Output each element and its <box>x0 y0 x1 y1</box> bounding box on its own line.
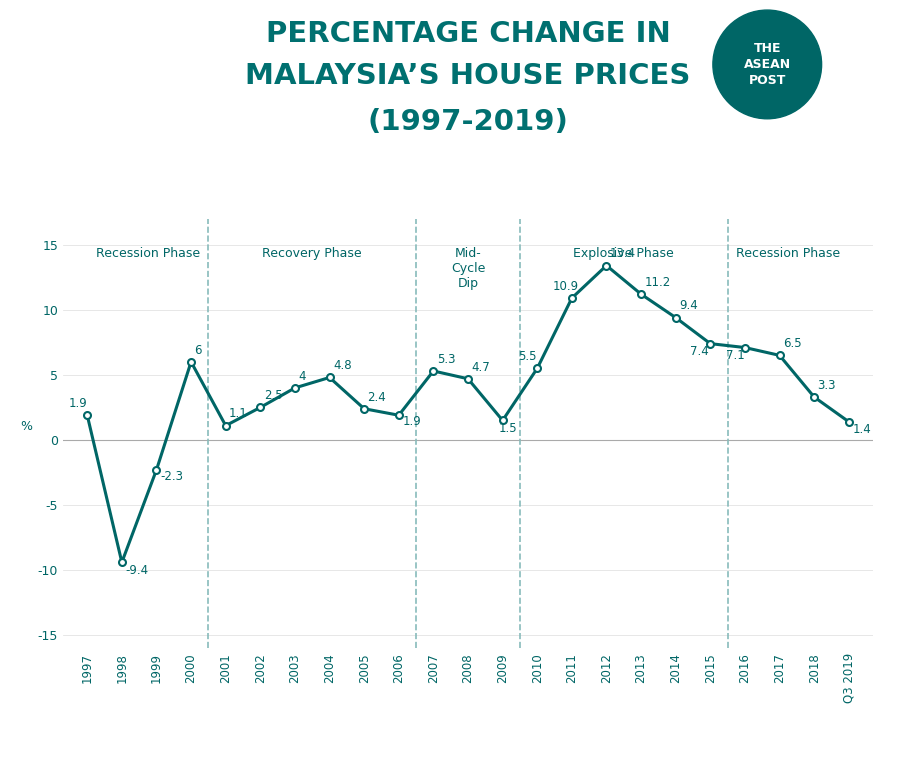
Text: 7.1: 7.1 <box>726 349 744 362</box>
Text: 6.5: 6.5 <box>783 337 802 350</box>
Text: -9.4: -9.4 <box>125 564 148 576</box>
Circle shape <box>713 10 822 119</box>
Text: 9.4: 9.4 <box>680 299 698 312</box>
Text: 2.4: 2.4 <box>367 390 386 404</box>
Text: PERCENTAGE CHANGE IN: PERCENTAGE CHANGE IN <box>266 20 670 48</box>
Text: Mid-
Cycle
Dip: Mid- Cycle Dip <box>451 248 485 291</box>
Text: 5.5: 5.5 <box>518 350 536 363</box>
Text: 7.4: 7.4 <box>689 345 708 358</box>
Text: 1.9: 1.9 <box>68 397 87 410</box>
Text: MALAYSIA’S HOUSE PRICES: MALAYSIA’S HOUSE PRICES <box>246 62 690 91</box>
Text: THE: THE <box>753 42 781 55</box>
Text: 4.8: 4.8 <box>334 359 352 373</box>
Text: 1.9: 1.9 <box>402 415 421 428</box>
Text: (1997-2019): (1997-2019) <box>367 108 569 136</box>
Text: 13.4: 13.4 <box>610 248 636 260</box>
Text: Recession Phase: Recession Phase <box>736 248 841 260</box>
Text: Explosive Phase: Explosive Phase <box>573 248 674 260</box>
Text: ASEAN: ASEAN <box>743 58 791 71</box>
Text: 3.3: 3.3 <box>817 379 836 392</box>
Text: 5.3: 5.3 <box>436 353 455 366</box>
Text: -2.3: -2.3 <box>160 470 184 483</box>
Text: 6: 6 <box>194 344 202 357</box>
Text: 10.9: 10.9 <box>553 280 579 293</box>
Text: 1.5: 1.5 <box>500 422 518 435</box>
Text: 1.1: 1.1 <box>230 408 248 420</box>
Text: 11.2: 11.2 <box>644 276 670 289</box>
Y-axis label: %: % <box>21 420 32 433</box>
Text: 4.7: 4.7 <box>472 361 491 373</box>
Text: Recession Phase: Recession Phase <box>95 248 200 260</box>
Text: 4: 4 <box>299 369 306 383</box>
Text: 2.5: 2.5 <box>264 389 283 402</box>
Text: Recovery Phase: Recovery Phase <box>263 248 362 260</box>
Text: 1.4: 1.4 <box>852 423 871 436</box>
Text: POST: POST <box>749 73 786 87</box>
